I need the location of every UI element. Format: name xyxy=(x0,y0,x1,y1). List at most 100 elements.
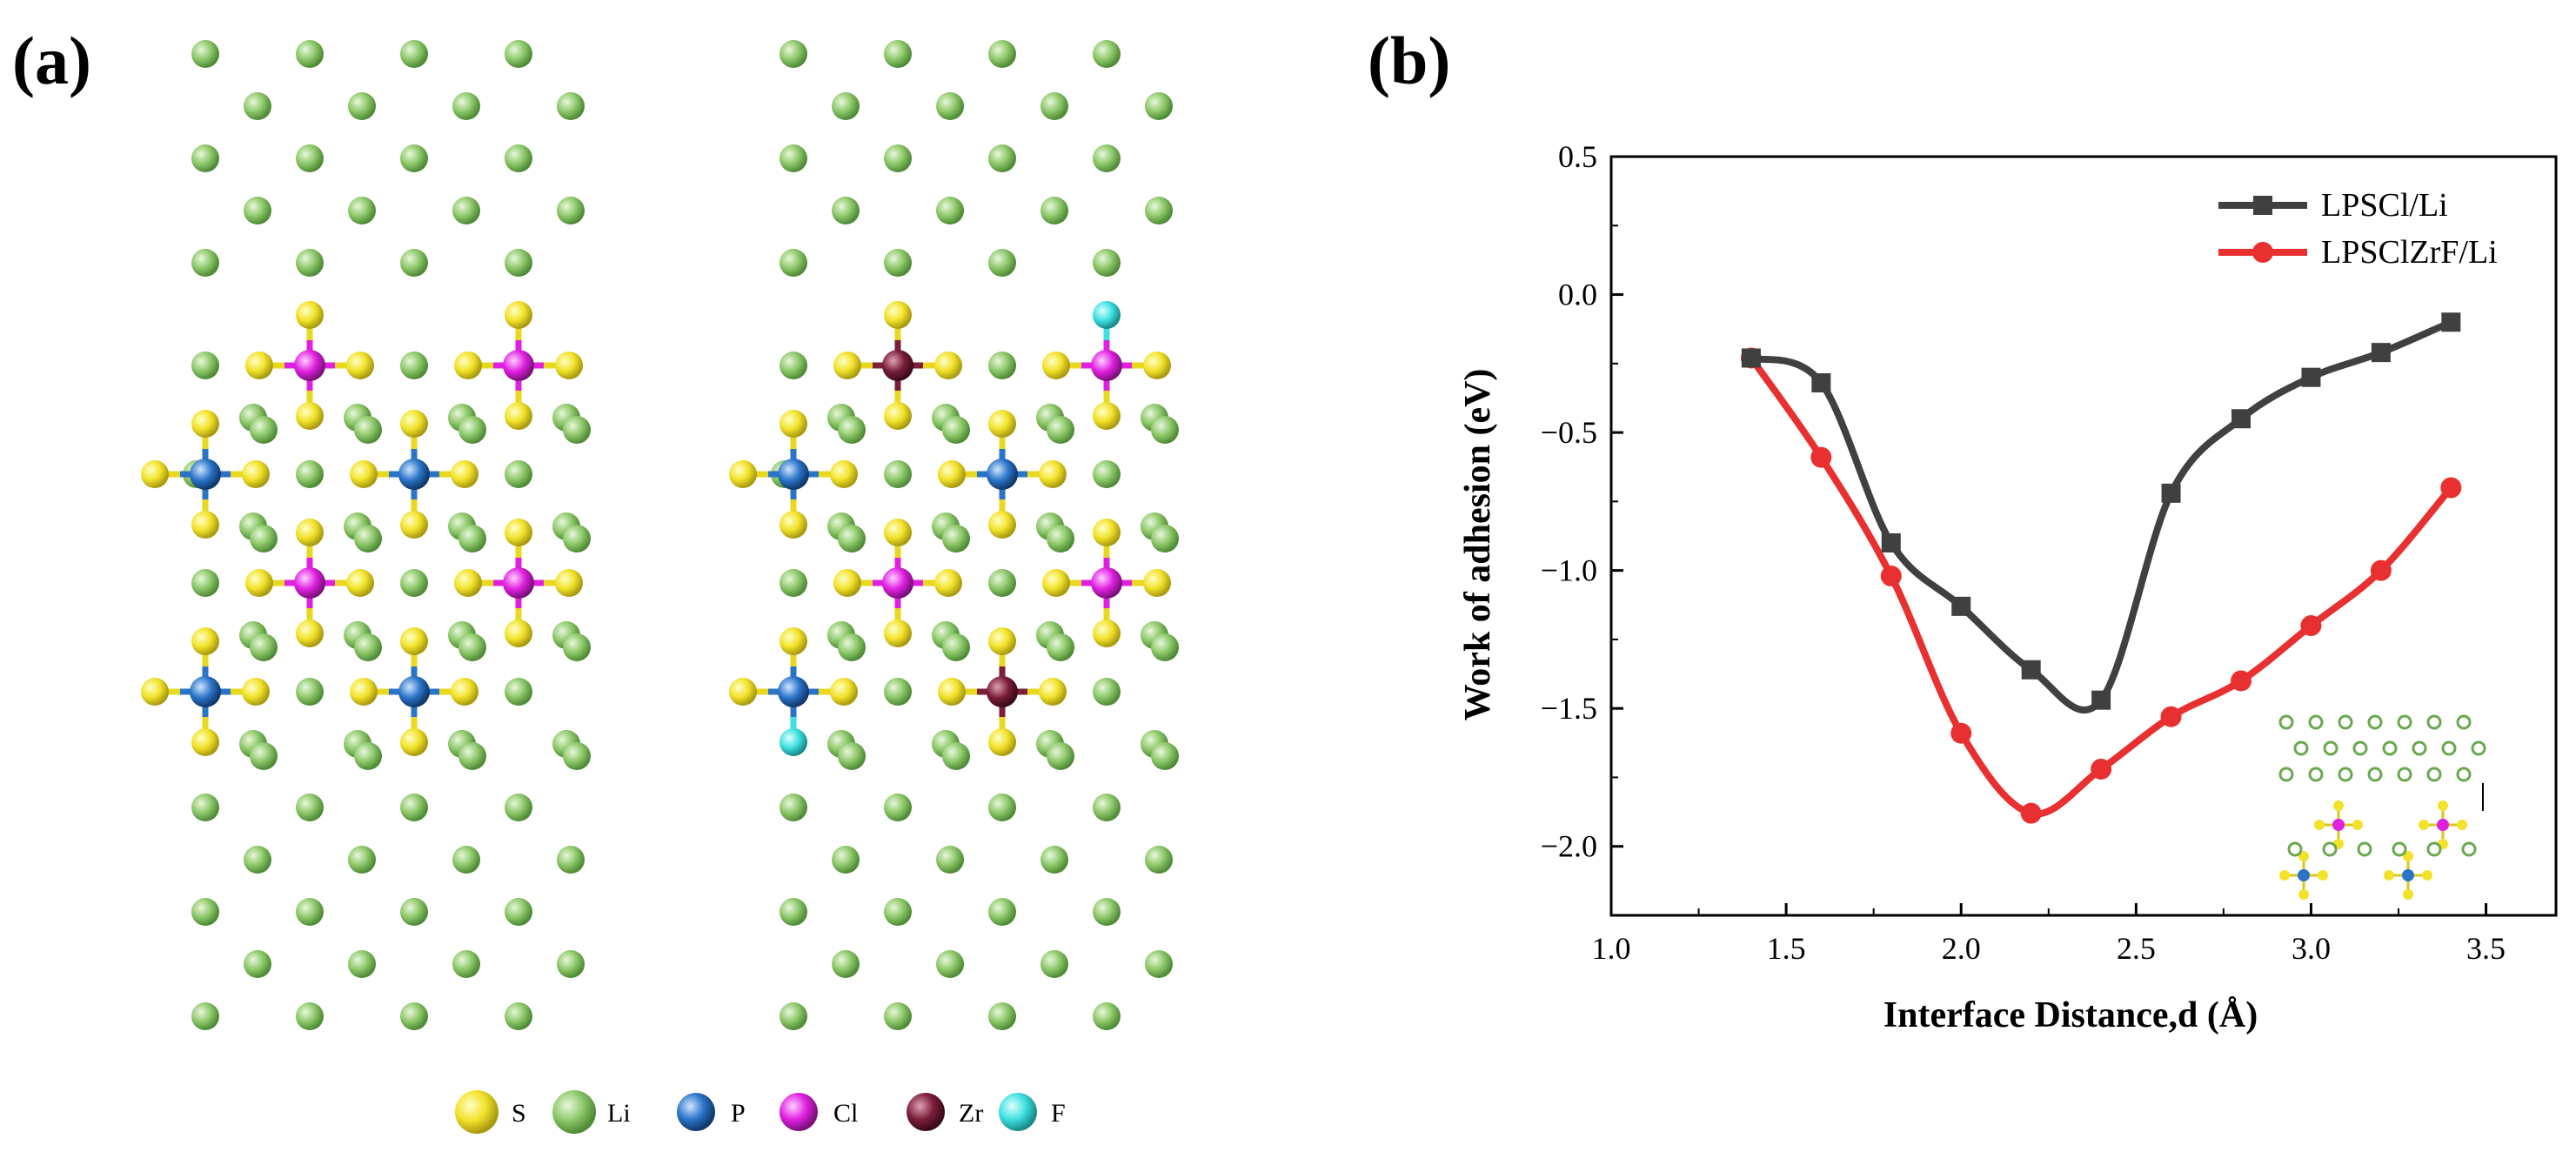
inset-li-atom xyxy=(2338,767,2353,782)
li-atom xyxy=(1093,249,1121,277)
cl-atom xyxy=(1091,567,1122,599)
y-tick-label: 0.5 xyxy=(1558,139,1597,174)
x-tick-label: 1.5 xyxy=(1767,931,1806,966)
s-atom xyxy=(141,678,169,706)
panel-label-a: (a) xyxy=(12,23,91,98)
inset-li-atom xyxy=(2456,767,2472,782)
key-swatch-f xyxy=(999,1093,1037,1131)
li-atom xyxy=(244,92,271,120)
inset-li-atom xyxy=(2322,841,2338,857)
li-atom xyxy=(988,144,1016,172)
li-atom xyxy=(191,794,219,821)
s-atom xyxy=(1093,620,1121,647)
inset-s-atom xyxy=(2457,820,2467,830)
li-atom xyxy=(988,1002,1016,1030)
li-atom xyxy=(779,40,807,68)
li-atom xyxy=(458,633,486,661)
li-atom xyxy=(1093,40,1121,68)
data-point-lpscl-li xyxy=(2441,312,2461,332)
inset-li-atom xyxy=(2278,714,2294,730)
p-atom xyxy=(190,676,221,707)
inset-li-atom xyxy=(2278,767,2294,782)
panel-label-b: (b) xyxy=(1368,23,1450,98)
data-point-lpscl-li xyxy=(1951,596,1971,616)
li-atom xyxy=(191,569,219,597)
li-atom xyxy=(884,678,912,706)
x-tick-label: 1.0 xyxy=(1592,931,1631,966)
li-atom xyxy=(884,898,912,926)
li-atom xyxy=(1151,742,1179,770)
s-atom xyxy=(934,569,962,597)
x-tick-label: 2.5 xyxy=(2117,931,2156,966)
li-atom xyxy=(838,525,866,553)
li-atom xyxy=(884,249,912,277)
s-atom xyxy=(245,569,273,597)
s-atom xyxy=(242,460,270,488)
p-atom xyxy=(778,459,809,490)
li-atom xyxy=(838,633,866,661)
inset-li-atom xyxy=(2293,740,2309,756)
li-atom xyxy=(1145,950,1173,978)
y-axis-title: Work of adhesion (eV) xyxy=(1458,369,1498,721)
li-atom xyxy=(557,950,585,978)
li-atom xyxy=(988,569,1016,597)
li-atom xyxy=(458,525,486,553)
li-atom xyxy=(942,742,970,770)
s-atom xyxy=(988,511,1016,539)
data-point-lpsclzrf-li xyxy=(2300,615,2322,637)
inset-s-atom xyxy=(2384,870,2394,881)
li-atom xyxy=(400,794,428,821)
inset-s-atom xyxy=(2419,820,2429,830)
li-atom xyxy=(191,898,219,926)
data-point-lpsclzrf-li xyxy=(2020,802,2042,824)
s-atom xyxy=(833,569,861,597)
s-atom xyxy=(779,410,807,438)
s-atom xyxy=(988,410,1016,438)
s-atom xyxy=(884,620,912,647)
li-atom xyxy=(296,1002,324,1030)
li-atom xyxy=(505,898,532,926)
y-tick-label: −2.0 xyxy=(1541,829,1597,864)
li-atom xyxy=(1151,416,1179,444)
legend-marker-lpscl-li xyxy=(2253,196,2272,215)
li-atom xyxy=(936,92,964,120)
data-point-lpscl-li xyxy=(2301,367,2321,387)
li-atom xyxy=(244,950,271,978)
li-atom xyxy=(354,525,382,553)
inset-li-atom xyxy=(2412,740,2427,756)
li-atom xyxy=(244,197,271,224)
zr-atom xyxy=(882,350,913,381)
li-atom xyxy=(988,794,1016,821)
x-tick-label: 2.0 xyxy=(1942,931,1981,966)
p-atom xyxy=(778,676,809,707)
key-label-li: Li xyxy=(607,1099,631,1128)
s-atom xyxy=(454,352,482,379)
y-tick-label: 0.0 xyxy=(1558,278,1597,312)
li-atom xyxy=(779,249,807,277)
p-atom xyxy=(987,459,1018,490)
s-atom xyxy=(938,460,966,488)
s-atom xyxy=(1042,569,1070,597)
inset-interface-schematic xyxy=(2278,714,2486,900)
li-atom xyxy=(988,249,1016,277)
data-point-lpscl-li xyxy=(2161,483,2181,503)
li-atom xyxy=(884,144,912,172)
li-atom xyxy=(400,898,428,926)
s-atom xyxy=(191,511,219,539)
li-atom xyxy=(250,525,278,553)
s-atom xyxy=(779,627,807,655)
li-atom xyxy=(1040,846,1068,874)
s-atom xyxy=(242,678,270,706)
s-atom xyxy=(988,728,1016,756)
li-atom xyxy=(400,144,428,172)
s-atom xyxy=(141,460,169,488)
s-atom xyxy=(350,678,378,706)
s-atom xyxy=(346,352,374,379)
li-atom xyxy=(779,144,807,172)
data-point-lpscl-li xyxy=(1741,348,1761,368)
li-atom xyxy=(779,569,807,597)
s-atom xyxy=(555,569,583,597)
li-atom xyxy=(1145,197,1173,224)
legend-label-lpscl-li: LPSCl/Li xyxy=(2321,187,2448,224)
li-atom xyxy=(936,950,964,978)
